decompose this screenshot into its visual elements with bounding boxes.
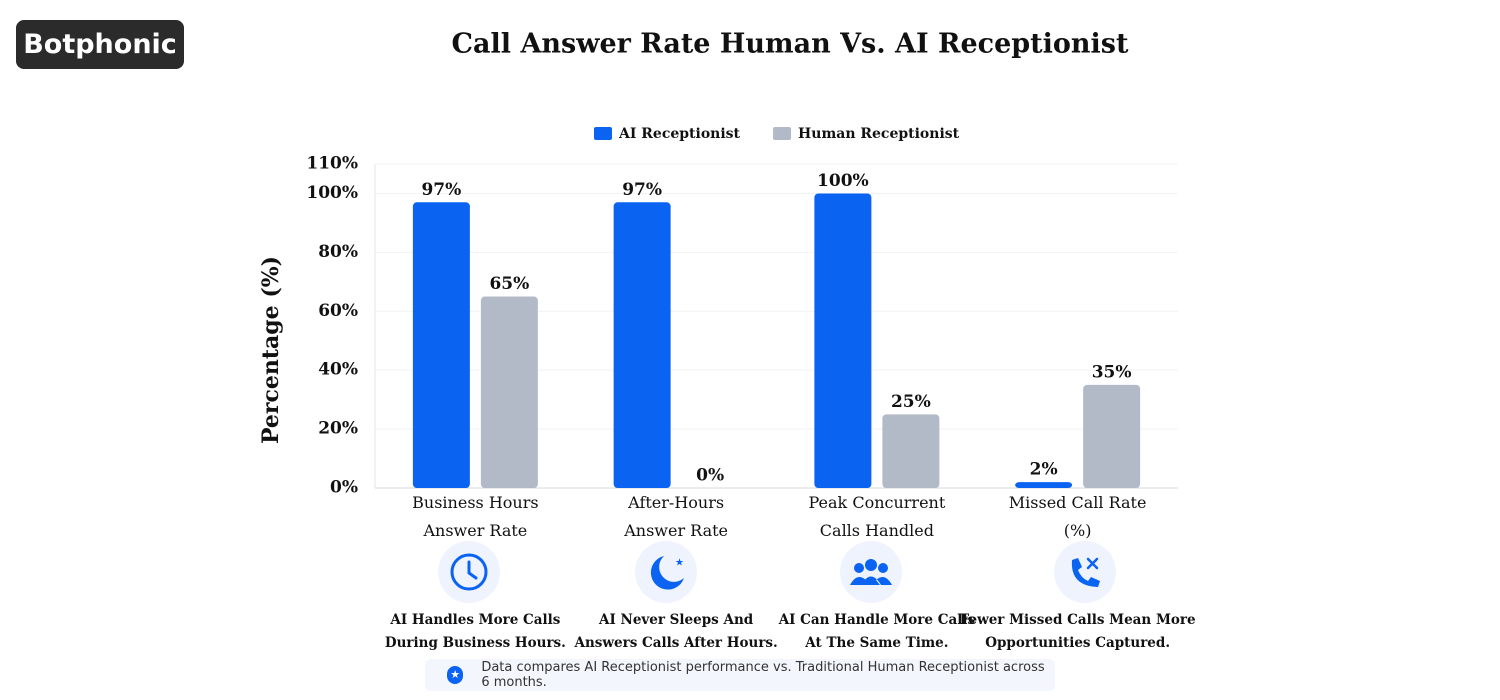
y-axis-label: Percentage (%) [258,256,284,444]
data-label: 0% [696,466,724,486]
footnote-box: ★ Data compares AI Receptionist performan… [425,659,1055,691]
legend-label: Human Receptionist [798,126,960,142]
feature-caption: Fewer Missed Calls Mean More Opportuniti… [959,612,1196,651]
y-tick-label: 110% [306,154,358,174]
legend-label: AI Receptionist [618,126,741,142]
y-tick-label: 100% [306,183,358,203]
legend-swatch [773,127,792,140]
feature-caption: AI Can Handle More Calls At The Same Tim… [778,612,976,651]
bar [412,202,470,489]
bar [613,202,671,489]
feature-caption: AI Handles More Calls During Business Ho… [384,612,566,651]
x-tick-label: Missed Call Rate (%) [1008,493,1147,540]
chart-title: Call Answer Rate Human Vs. AI Receptioni… [452,29,1129,60]
brand-logo: Botphonic [16,20,184,69]
bar [480,296,538,488]
y-tick-label: 0% [330,478,358,498]
bar [882,414,940,488]
legend-swatch [594,127,612,140]
bar [814,193,872,489]
y-tick-label: 40% [318,360,358,380]
y-tick-label: 20% [318,419,358,439]
x-tick-label: Business Hours Answer Rate [412,493,539,540]
x-tick-label: After-Hours Answer Rate [624,493,729,540]
bar [1083,384,1141,488]
data-label: 65% [489,274,529,294]
bar [1015,482,1073,488]
footnote: Data compares AI Receptionist performanc… [481,660,1045,690]
data-label: 2% [1030,460,1058,480]
icons: ★ [438,541,1116,603]
y-tick-label: 80% [318,242,358,262]
feature-caption: AI Never Sleeps And Answers Calls After … [574,612,778,651]
data-label: 97% [622,180,662,200]
data-label: 25% [891,392,931,412]
star-icon: ★ [447,666,464,684]
data-label: 100% [817,171,869,191]
data-label: 97% [421,180,461,200]
x-tick-label: Peak Concurrent Calls Handled [808,493,946,540]
y-tick-label: 60% [318,301,358,321]
data-label: 35% [1092,362,1132,382]
svg-text:★: ★ [675,558,684,569]
